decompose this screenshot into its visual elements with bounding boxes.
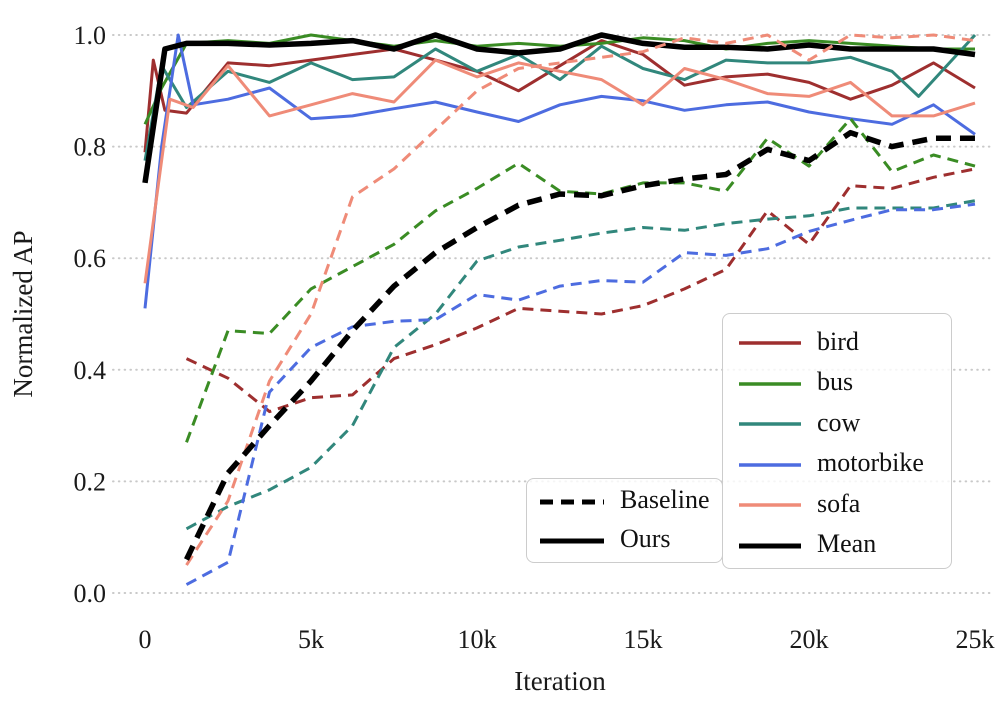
legend-item-sofa: sofa <box>738 485 951 526</box>
line-sofa-ours <box>143 58 976 284</box>
x-axis-title: Iteration <box>514 666 606 696</box>
legend-label: sofa <box>817 488 861 518</box>
y-tick-0.0: 0.0 <box>74 579 107 608</box>
legend-categories: bird bus cow motorbike sofa Mean <box>722 313 952 569</box>
y-axis-tick-labels: 0.0 0.2 0.4 0.6 0.8 1.0 <box>74 21 107 608</box>
legend-item-baseline: Baseline <box>539 482 722 521</box>
y-tick-1.0: 1.0 <box>74 21 107 50</box>
mean-line-swatch-icon <box>739 543 801 549</box>
legend-item-mean: Mean <box>738 526 951 567</box>
y-axis-title: Normalized AP <box>8 230 38 397</box>
x-tick-0: 0 <box>139 625 152 654</box>
legend-item-bird: bird <box>738 323 951 364</box>
series-lines <box>142 32 977 586</box>
bus-line-swatch-icon <box>739 382 801 386</box>
x-tick-20k: 20k <box>790 625 829 654</box>
y-tick-0.6: 0.6 <box>74 244 107 273</box>
legend-item-bus: bus <box>738 364 951 405</box>
legend-label: Baseline <box>620 485 710 514</box>
line-motorbike-baseline <box>185 202 976 586</box>
x-tick-10k: 10k <box>458 625 497 654</box>
line-sofa-baseline <box>185 33 976 566</box>
legend-item-motorbike: motorbike <box>738 445 951 486</box>
cow-line-swatch-icon <box>739 422 801 426</box>
legend-label: Mean <box>817 529 877 559</box>
legend-label: motorbike <box>817 448 924 478</box>
legend-label: cow <box>817 407 861 437</box>
y-tick-0.8: 0.8 <box>74 133 107 162</box>
legend-item-ours: Ours <box>539 521 722 560</box>
x-axis-tick-labels: 0 5k 10k 15k 20k 25k <box>139 625 995 654</box>
legend-label: bus <box>817 367 854 397</box>
line-bird-baseline <box>185 167 976 414</box>
legend-label: bird <box>817 326 859 356</box>
x-tick-15k: 15k <box>624 625 663 654</box>
y-tick-0.4: 0.4 <box>74 356 107 385</box>
sofa-line-swatch-icon <box>739 503 801 507</box>
legend-item-cow: cow <box>738 404 951 445</box>
line-motorbike-ours <box>143 33 976 309</box>
legend-line-styles: Baseline Ours <box>526 478 723 563</box>
line-mean-baseline <box>184 129 975 561</box>
line-cow-baseline <box>185 199 976 531</box>
ours-line-swatch-icon <box>540 538 604 543</box>
motorbike-line-swatch-icon <box>739 463 801 467</box>
x-tick-5k: 5k <box>298 625 324 654</box>
legend-label: Ours <box>620 524 671 553</box>
y-tick-0.2: 0.2 <box>74 467 107 496</box>
line-bus-baseline <box>185 117 976 443</box>
baseline-line-swatch-icon <box>540 499 604 504</box>
line-bird-ours <box>143 39 976 153</box>
x-tick-25k: 25k <box>956 625 995 654</box>
bird-line-swatch-icon <box>739 341 801 345</box>
